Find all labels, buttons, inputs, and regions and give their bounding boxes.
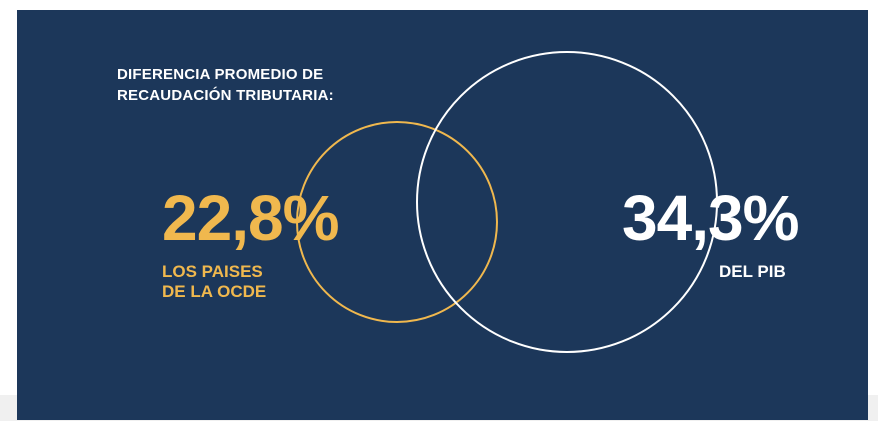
oecd-circle [296,121,498,323]
pib-caption-line: DEL PIB [719,262,786,281]
pib-circle [416,51,718,353]
oecd-caption-line-1: LOS PAISES [162,262,263,281]
heading-line-1: DIFERENCIA PROMEDIO DE [117,66,324,83]
oecd-percentage: 22,8% [162,182,339,254]
infographic-panel [17,10,868,420]
oecd-caption-line-2: DE LA OCDE [162,282,267,301]
heading-line-2: RECAUDACIÓN TRIBUTARIA: [117,87,334,104]
infographic-heading: DIFERENCIA PROMEDIO DE RECAUDACIÓN TRIBU… [117,64,417,106]
oecd-caption: LOS PAISES DE LA OCDE [162,262,266,302]
pib-caption: DEL PIB [719,262,786,282]
pib-percentage: 34,3% [622,182,799,254]
